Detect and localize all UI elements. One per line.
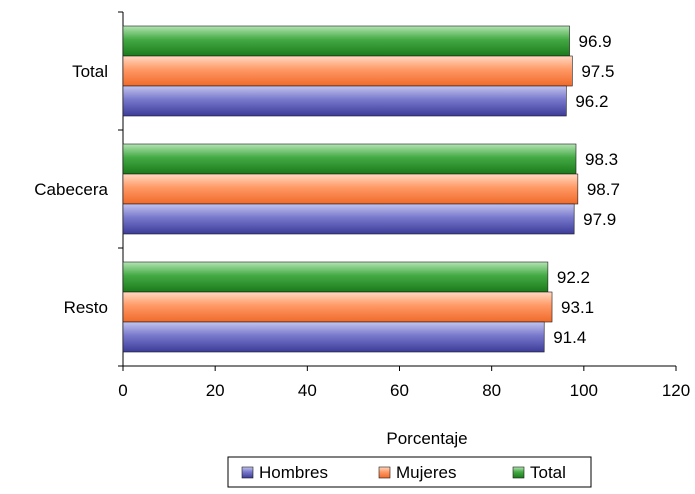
legend-box: [227, 456, 592, 488]
chart-axes: 0 20 40 60 80 100 120: [118, 11, 690, 400]
chart-bars: [122, 25, 579, 353]
data-label: 98.3: [585, 150, 618, 169]
data-label: 96.2: [575, 92, 608, 111]
x-tick-label: 80: [482, 381, 501, 400]
x-tick-label: 40: [298, 381, 317, 400]
x-tick-label: 60: [390, 381, 409, 400]
data-label: 98.7: [587, 180, 620, 199]
legend: Hombres Mujeres Total: [227, 456, 592, 488]
data-label: 97.9: [583, 210, 616, 229]
bar-mujeres-resto: [122, 291, 553, 323]
bar-total-resto: [122, 261, 549, 293]
x-tick-label: 100: [570, 381, 598, 400]
x-axis-title: Porcentaje: [386, 429, 467, 448]
data-label: 91.4: [553, 328, 586, 347]
chart-labels: 96.9 97.5 96.2 Total 98.3 98.7 97.9 Cabecera 92.…: [34, 32, 620, 347]
bar-hombres-total: [122, 85, 567, 117]
x-tick-label: 0: [118, 381, 127, 400]
bar-total-total: [122, 25, 570, 57]
data-label: 93.1: [561, 298, 594, 317]
category-label: Total: [72, 62, 108, 81]
legend-label-hombres: Hombres: [259, 463, 328, 482]
x-tick-label: 120: [662, 381, 690, 400]
legend-swatch-hombres: [241, 466, 254, 479]
bar-mujeres-cabecera: [122, 173, 579, 205]
category-label: Resto: [64, 298, 108, 317]
bar-hombres-cabecera: [122, 203, 575, 235]
x-tick-label: 20: [206, 381, 225, 400]
bar-total-cabecera: [122, 143, 577, 175]
category-label: Cabecera: [34, 180, 108, 199]
bar-hombres-resto: [122, 321, 545, 353]
legend-swatch-mujeres: [378, 466, 391, 479]
bar-mujeres-total: [122, 55, 573, 87]
legend-swatch-total: [512, 466, 525, 479]
data-label: 97.5: [581, 62, 614, 81]
legend-label-total: Total: [530, 463, 566, 482]
data-label: 92.2: [557, 268, 590, 287]
legend-label-mujeres: Mujeres: [396, 463, 456, 482]
data-label: 96.9: [579, 32, 612, 51]
